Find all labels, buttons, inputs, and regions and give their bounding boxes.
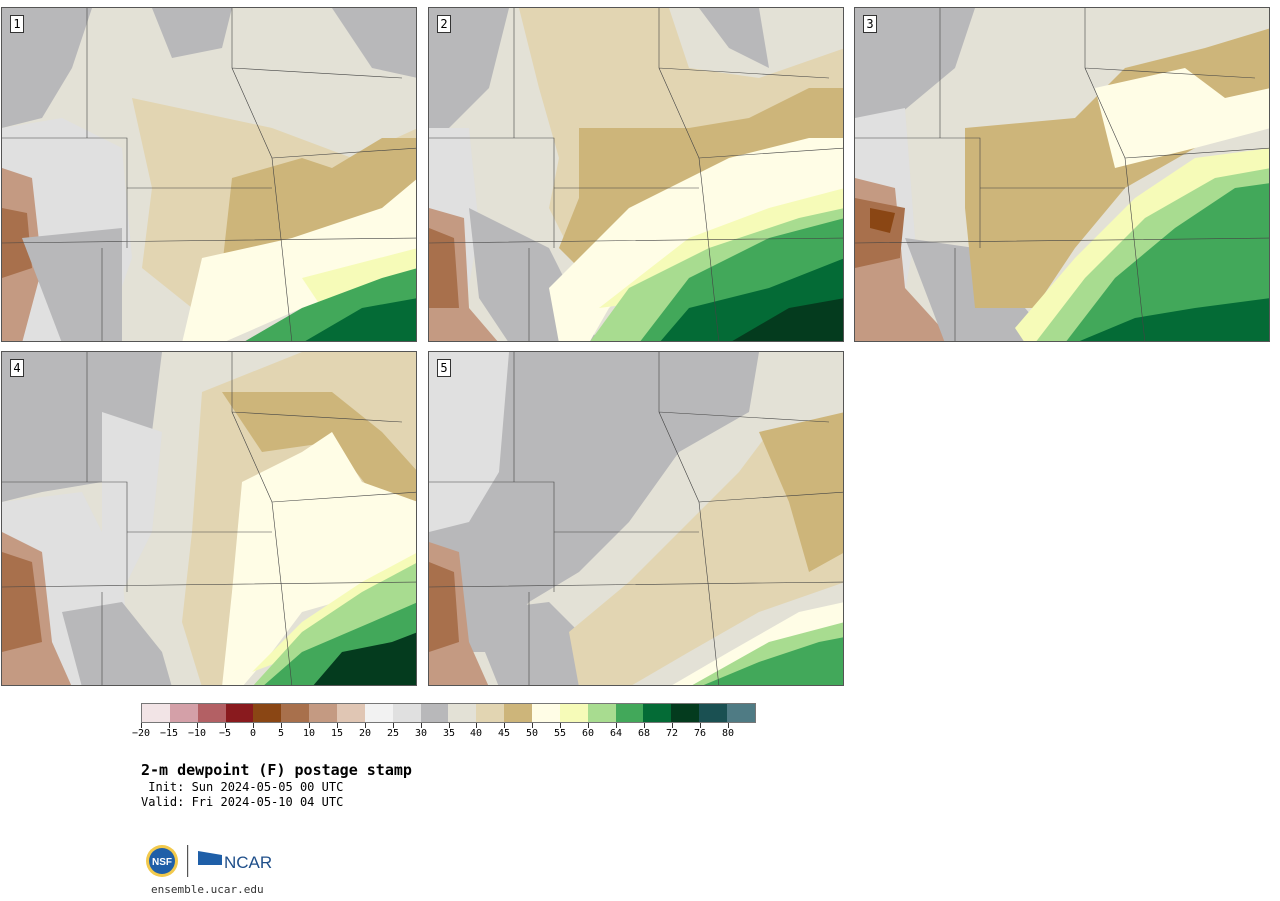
colorbar-tick-label: 15 — [330, 728, 344, 739]
colorbar-swatch-20 — [699, 704, 728, 722]
colorbar-tick — [504, 723, 505, 728]
colorbar-tick-label: −5 — [218, 728, 232, 739]
dewpoint-map-4 — [2, 352, 416, 685]
colorbar-tick — [700, 723, 701, 728]
colorbar-swatch-10 — [420, 704, 449, 722]
colorbar-tick — [197, 723, 198, 728]
colorbar-swatch-2 — [197, 704, 226, 722]
colorbar-tick — [588, 723, 589, 728]
colorbar-tick-label: 76 — [693, 728, 707, 739]
colorbar-swatch-1 — [169, 704, 198, 722]
colorbar-tick — [728, 723, 729, 728]
colorbar-tick — [672, 723, 673, 728]
colorbar-swatch-17 — [615, 704, 644, 722]
stamp-number-2: 2 — [437, 15, 451, 33]
colorbar-tick — [169, 723, 170, 728]
colorbar-tick-label: 64 — [609, 728, 623, 739]
colorbar-tick — [365, 723, 366, 728]
colorbar-swatch-16 — [587, 704, 616, 722]
plot-title: 2-m dewpoint (F) postage stamp — [141, 761, 412, 779]
colorbar-tick-label: 72 — [665, 728, 679, 739]
dewpoint-map-1 — [2, 8, 416, 341]
colorbar-tick — [616, 723, 617, 728]
colorbar-tick-label: −15 — [159, 728, 179, 739]
colorbar-swatch-21 — [727, 704, 755, 722]
dewpoint-map-3 — [855, 8, 1269, 341]
valid-time: Valid: Fri 2024-05-10 04 UTC — [141, 795, 344, 809]
colorbar-swatch-18 — [643, 704, 672, 722]
colorbar-swatch-7 — [337, 704, 365, 722]
colorbar-tick-label: 40 — [469, 728, 483, 739]
colorbar-swatch-4 — [253, 704, 282, 722]
colorbar-tick-label: 50 — [525, 728, 539, 739]
colorbar-swatch-15 — [559, 704, 588, 722]
colorbar-swatch-14 — [532, 704, 560, 722]
colorbar-swatch-5 — [281, 704, 310, 722]
stamp-number-3: 3 — [863, 15, 877, 33]
stamp-panel-5: 5 — [428, 351, 844, 686]
nsf-ncar-logo: NSF NCAR — [146, 845, 272, 877]
colorbar-tick — [337, 723, 338, 728]
colorbar-tick-label: 60 — [581, 728, 595, 739]
nsf-logo-text: NSF — [152, 857, 172, 868]
colorbar-tick — [141, 723, 142, 728]
dewpoint-map-5 — [429, 352, 843, 685]
colorbar-tick-label: 0 — [249, 728, 257, 739]
colorbar-tick-label: 55 — [553, 728, 567, 739]
colorbar-swatch-8 — [364, 704, 393, 722]
colorbar-tick-label: 30 — [414, 728, 428, 739]
ncar-logo-text: NCAR — [224, 853, 272, 872]
colorbar-tick-label: −10 — [187, 728, 207, 739]
colorbar-tick — [644, 723, 645, 728]
colorbar-tick — [281, 723, 282, 728]
colorbar-tick — [421, 723, 422, 728]
stamp-number-1: 1 — [10, 15, 24, 33]
colorbar-tick-label: 35 — [442, 728, 456, 739]
colorbar-tick-label: 80 — [721, 728, 735, 739]
colorbar-tick — [449, 723, 450, 728]
colorbar-swatch-6 — [309, 704, 338, 722]
stamp-panel-4: 4 — [1, 351, 417, 686]
stamp-panel-3: 3 — [854, 7, 1270, 342]
colorbar-tick-label: 25 — [386, 728, 400, 739]
dewpoint-map-2 — [429, 8, 843, 341]
colorbar-swatch-13 — [504, 704, 533, 722]
stamp-panel-2: 2 — [428, 7, 844, 342]
colorbar-tick-label: 20 — [358, 728, 372, 739]
colorbar-swatch-0 — [142, 704, 170, 722]
stamp-number-5: 5 — [437, 359, 451, 377]
website-link[interactable]: ensemble.ucar.edu — [151, 883, 264, 896]
colorbar-tick-label: 10 — [302, 728, 316, 739]
colorbar-swatch-9 — [392, 704, 421, 722]
init-time: Init: Sun 2024-05-05 00 UTC — [141, 780, 344, 794]
colorbar-tick — [532, 723, 533, 728]
colorbar-swatch-12 — [476, 704, 505, 722]
colorbar-tick — [393, 723, 394, 728]
colorbar-tick — [476, 723, 477, 728]
colorbar-tick-label: −20 — [131, 728, 151, 739]
colorbar-tick — [309, 723, 310, 728]
colorbar — [141, 703, 756, 723]
colorbar-tick-label: 45 — [497, 728, 511, 739]
colorbar-swatch-19 — [671, 704, 700, 722]
colorbar-tick — [560, 723, 561, 728]
colorbar-swatch-3 — [225, 704, 254, 722]
colorbar-tick-label: 68 — [637, 728, 651, 739]
stamp-number-4: 4 — [10, 359, 24, 377]
colorbar-tick-label: 5 — [277, 728, 285, 739]
colorbar-tick — [225, 723, 226, 728]
stamp-panel-1: 1 — [1, 7, 417, 342]
colorbar-swatch-11 — [448, 704, 477, 722]
colorbar-tick — [253, 723, 254, 728]
